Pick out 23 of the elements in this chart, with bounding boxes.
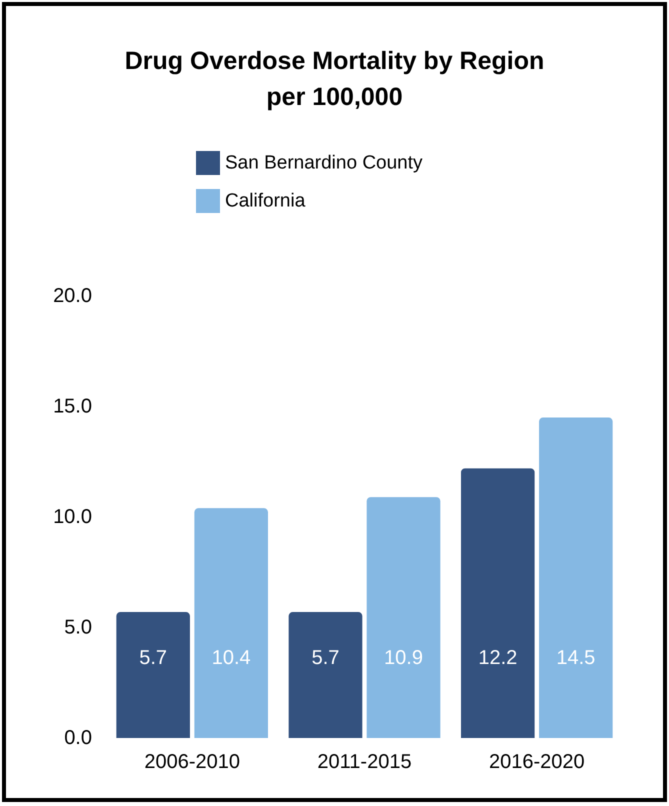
y-tick-label: 20.0 <box>53 285 92 307</box>
legend-label: San Bernardino County <box>225 152 424 174</box>
x-tick-label: 2006-2010 <box>144 751 240 773</box>
y-tick-label: 15.0 <box>53 396 92 418</box>
bar <box>539 418 613 738</box>
x-tick-label: 2016-2020 <box>489 751 585 773</box>
data-label: 14.5 <box>556 647 596 669</box>
chart-title: Drug Overdose Mortality by Region per 100,000 <box>124 47 544 111</box>
data-label: 5.7 <box>139 647 168 669</box>
data-label: 5.7 <box>312 647 340 669</box>
y-tick-label: 5.0 <box>64 616 92 638</box>
bar <box>288 612 362 738</box>
y-tick-label: 10.0 <box>53 506 92 528</box>
data-label: 10.4 <box>212 647 251 669</box>
data-label: 12.2 <box>478 647 518 669</box>
bar <box>461 468 535 738</box>
bar <box>366 497 440 738</box>
legend-label: California <box>225 190 306 212</box>
data-label: 10.9 <box>384 647 423 669</box>
bar <box>116 612 190 738</box>
y-tick-label: 0.0 <box>64 727 92 749</box>
x-tick-label: 2011-2015 <box>317 751 412 773</box>
bar <box>194 508 268 738</box>
